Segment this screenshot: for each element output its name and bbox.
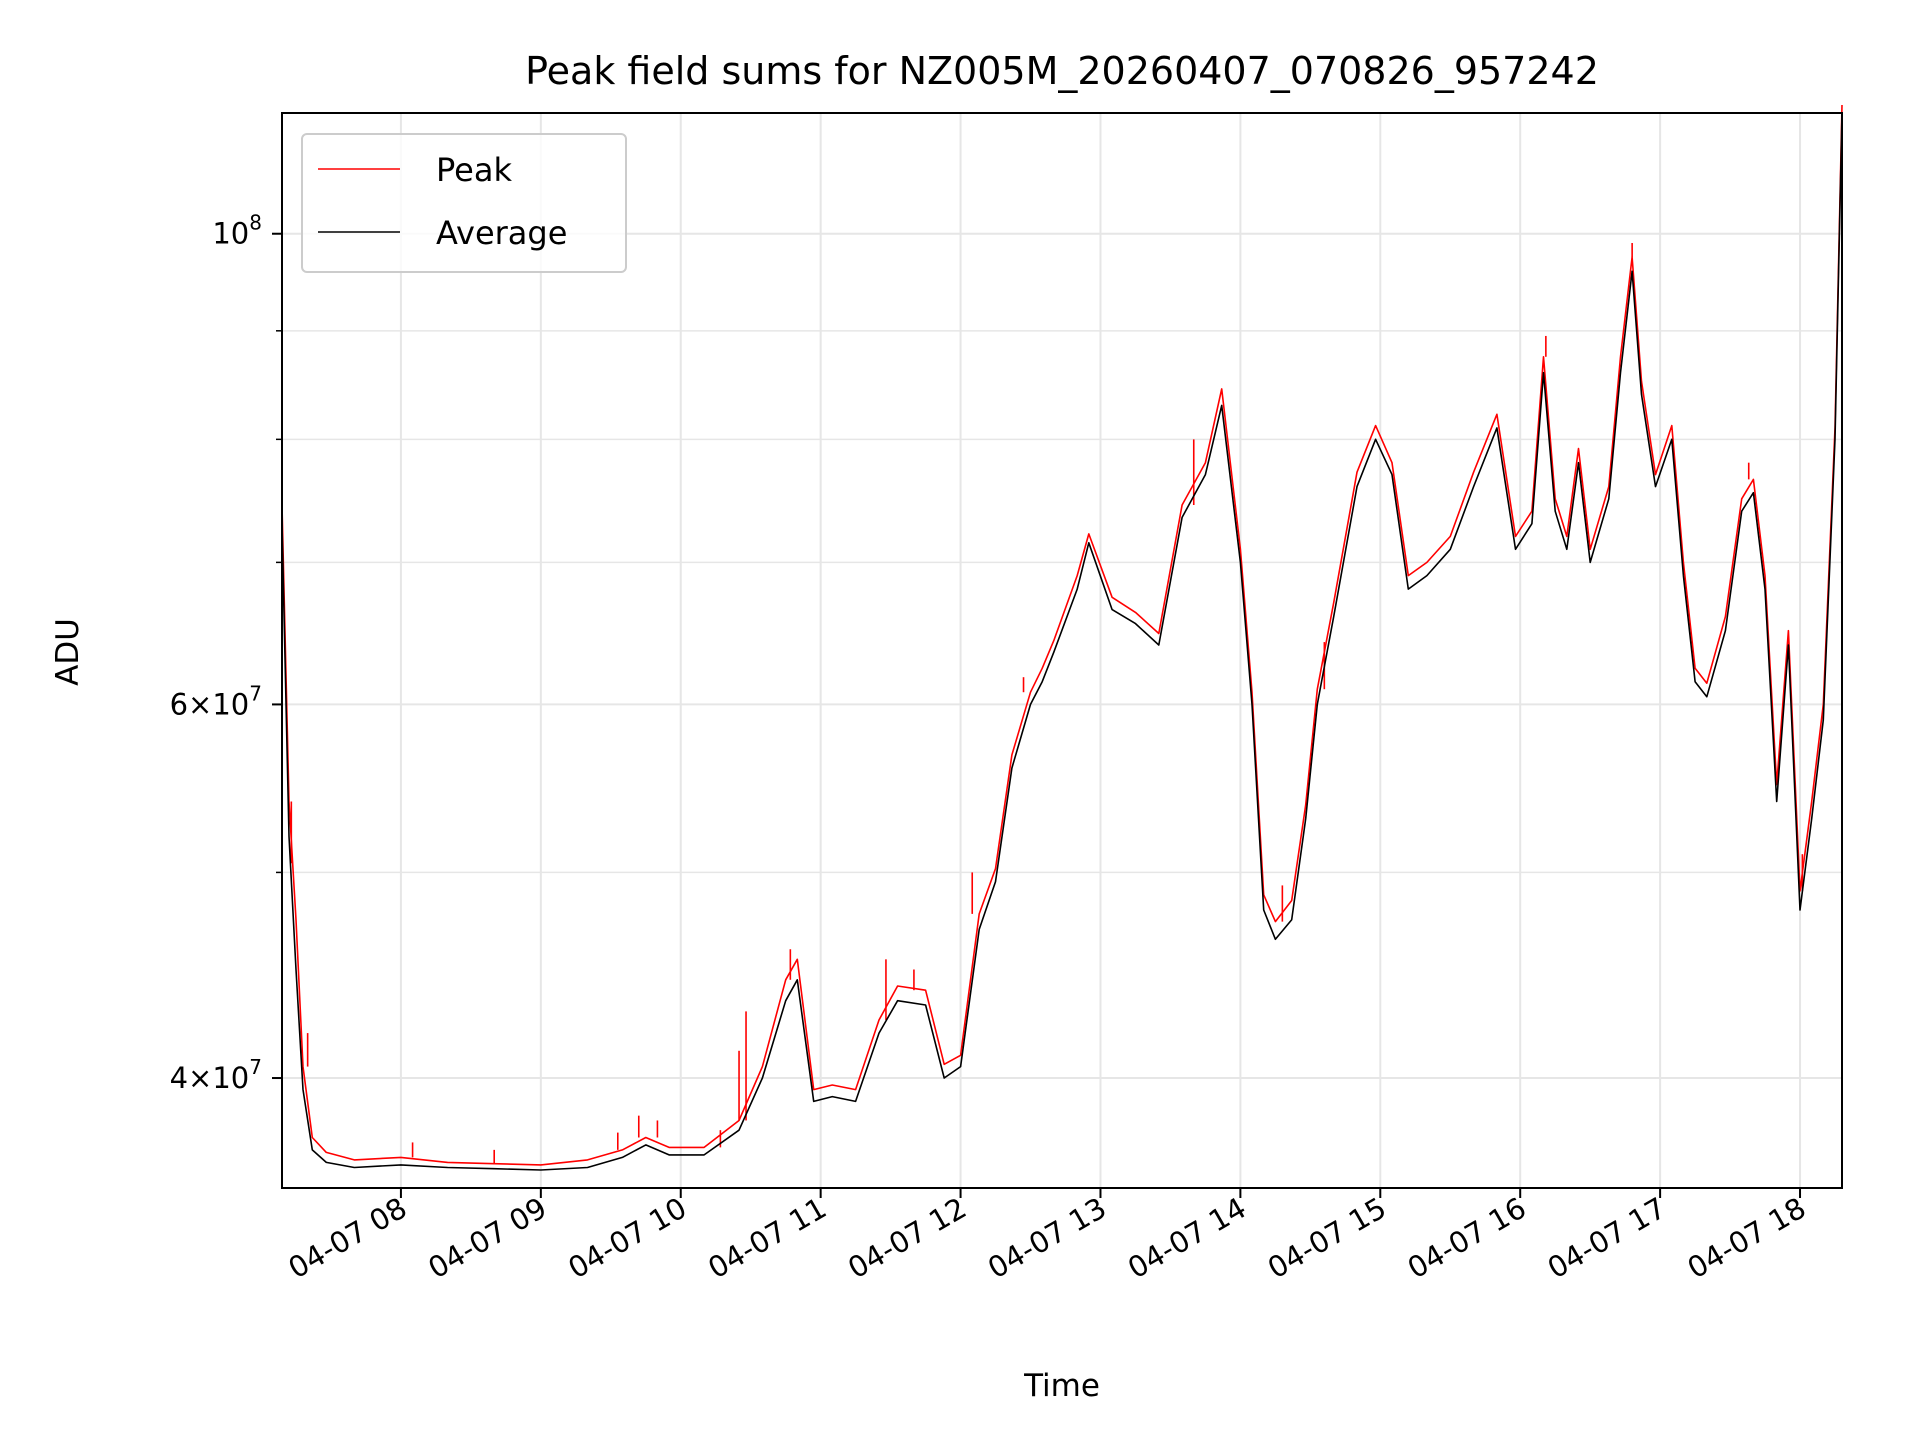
series-layer: [281, 104, 1843, 1171]
y-tick-label: 6×107: [170, 681, 262, 721]
chart-title: Peak field sums for NZ005M_20260407_0708…: [525, 49, 1599, 93]
legend-label-peak: Peak: [436, 151, 512, 189]
y-axis: 4×107 6×107 108: [170, 211, 282, 1095]
series-line-average: [281, 112, 1843, 1171]
legend: Peak Average: [301, 133, 627, 273]
x-axis-label: Time: [1023, 1368, 1100, 1404]
y-tick-label: 108: [212, 211, 262, 251]
y-tick-label: 4×107: [170, 1055, 262, 1095]
legend-label-average: Average: [436, 214, 567, 252]
grid: [282, 113, 1842, 1188]
series-line-peak: [281, 104, 1843, 1166]
y-axis-label: ADU: [50, 618, 86, 686]
plot-frame: [281, 112, 1843, 1189]
